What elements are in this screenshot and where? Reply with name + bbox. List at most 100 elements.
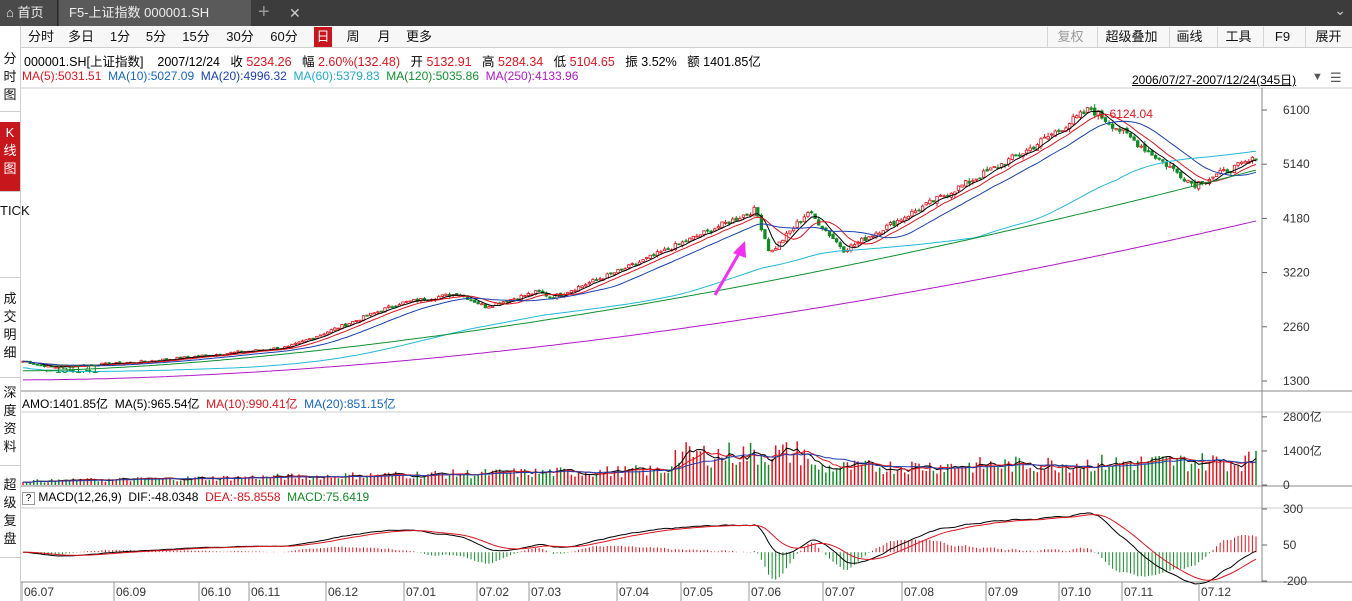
candle (788, 230, 792, 234)
candle (401, 301, 405, 305)
side-tab-tick[interactable]: TICK (0, 200, 30, 278)
candle (286, 345, 290, 348)
price-axis-label: 4180 (1283, 211, 1310, 225)
change-value: 2.60%(132.48) (318, 55, 401, 69)
candle (924, 202, 928, 206)
candle (1089, 107, 1093, 110)
period-5min[interactable]: 5分 (145, 29, 167, 44)
candle (1046, 136, 1050, 140)
tools-button[interactable]: 工具 (1217, 27, 1259, 47)
period-multiday[interactable]: 多日 (67, 29, 94, 44)
candle (1024, 149, 1029, 154)
help-icon[interactable]: ? (22, 492, 35, 505)
candle (964, 180, 968, 187)
candle (455, 293, 459, 297)
candle (326, 331, 330, 335)
candle (103, 362, 108, 365)
candle (946, 195, 950, 197)
overlay-button[interactable]: 超级叠加 (1097, 27, 1165, 47)
pointer-arrow-head (733, 241, 746, 258)
draw-button[interactable]: 画线 (1169, 27, 1209, 47)
candle (476, 301, 480, 305)
candle (329, 329, 333, 333)
candle (917, 209, 921, 212)
date-label: 07.04 (619, 585, 649, 599)
candle (390, 306, 394, 309)
candle (745, 213, 749, 216)
candle (619, 268, 624, 271)
candle (1232, 164, 1237, 174)
candle (645, 257, 649, 259)
candle (569, 290, 574, 293)
candle (1017, 154, 1022, 157)
macd-title: MACD(12,26,9) (38, 490, 122, 504)
candle (1161, 159, 1165, 162)
candle (759, 214, 764, 231)
candle (971, 180, 975, 183)
side-tab-timeshare[interactable]: 分时图 (0, 48, 20, 112)
date-range[interactable]: 2006/07/27-2007/12/24(345日) (1132, 73, 1297, 87)
candle (852, 244, 857, 247)
kline-chart[interactable]: 6100 5140 4180 3220 2260 1300 ←6124.04 ←1541.41… (21, 48, 1352, 601)
chevron-down-icon[interactable]: ⌄ (1334, 2, 1346, 18)
candle (609, 272, 613, 275)
volume-legend: AMO:1401.85亿 MA(5):965.54亿 MA(10):990.41… (22, 395, 396, 412)
candle (404, 300, 409, 303)
tab-bar: ⌂ 首页 F5-上证指数 000001.SH ✕ + ⌄ (0, 0, 1352, 26)
period-week[interactable]: 周 (346, 29, 360, 44)
candle (440, 294, 445, 297)
candle (870, 235, 875, 238)
tab-stock-index[interactable]: F5-上证指数 000001.SH ✕ (59, 0, 301, 26)
candle (598, 278, 602, 281)
expand-button[interactable]: 展开 (1305, 27, 1351, 47)
close-icon[interactable]: ✕ (289, 5, 301, 21)
adjust-button[interactable]: 复权 (1047, 27, 1093, 47)
ma250-legend: MA(250):4133.96 (485, 69, 579, 83)
ma-legend: MA(5):5031.51 MA(10):5027.09 MA(20):4996… (22, 69, 578, 83)
amount-value: 1401.85亿 (703, 55, 761, 69)
candle (1214, 173, 1219, 178)
candle (967, 180, 971, 184)
settings-icon[interactable]: ☰ (1330, 70, 1342, 85)
period-60min[interactable]: 60分 (270, 29, 298, 44)
period-1min[interactable]: 1分 (109, 29, 131, 44)
side-tab-review[interactable]: 超级复盘 (0, 474, 20, 558)
range-dropdown-icon[interactable]: ▼ (1312, 71, 1323, 83)
candle (1085, 107, 1090, 113)
period-month[interactable]: 月 (377, 29, 391, 44)
macd-axis-label: -200 (1283, 574, 1307, 588)
candle (691, 235, 695, 240)
period-30min[interactable]: 30分 (226, 29, 254, 44)
date-label: 07.01 (406, 585, 436, 599)
candle (376, 311, 380, 314)
period-more[interactable]: 更多 (405, 29, 432, 44)
candle (1028, 147, 1032, 152)
candle (763, 229, 767, 240)
f9-button[interactable]: F9 (1263, 27, 1301, 47)
period-day[interactable]: 日 (314, 27, 332, 47)
period-15min[interactable]: 15分 (182, 29, 210, 44)
candle (1032, 146, 1036, 150)
candle (702, 230, 706, 235)
candle (548, 296, 552, 299)
candle (304, 339, 308, 342)
ma10-line (22, 113, 1257, 368)
side-tab-kline[interactable]: K线图 (0, 122, 20, 192)
date-label: 07.12 (1201, 585, 1231, 599)
macd-legend: ? MACD(12,26,9) DIF:-48.0348 DEA:-85.855… (22, 490, 369, 505)
candle (1254, 158, 1258, 161)
tab-home[interactable]: ⌂ 首页 (0, 0, 58, 26)
candle (408, 300, 412, 303)
candle (1240, 161, 1244, 164)
add-tab-icon[interactable]: + (258, 1, 270, 23)
side-tab-trade-detail[interactable]: 成交明细 (0, 288, 20, 378)
period-toolbar: 分时 多日 1分 5分 15分 30分 60分 日 周 月 更多 复权 超级叠加… (21, 26, 1352, 48)
candle (899, 219, 903, 222)
candle (831, 234, 835, 240)
period-timeshare[interactable]: 分时 (27, 29, 54, 44)
candle (290, 344, 294, 347)
candle (333, 327, 337, 331)
candle (960, 184, 964, 188)
candle (623, 268, 627, 271)
side-tab-depth[interactable]: 深度资料 (0, 382, 20, 466)
